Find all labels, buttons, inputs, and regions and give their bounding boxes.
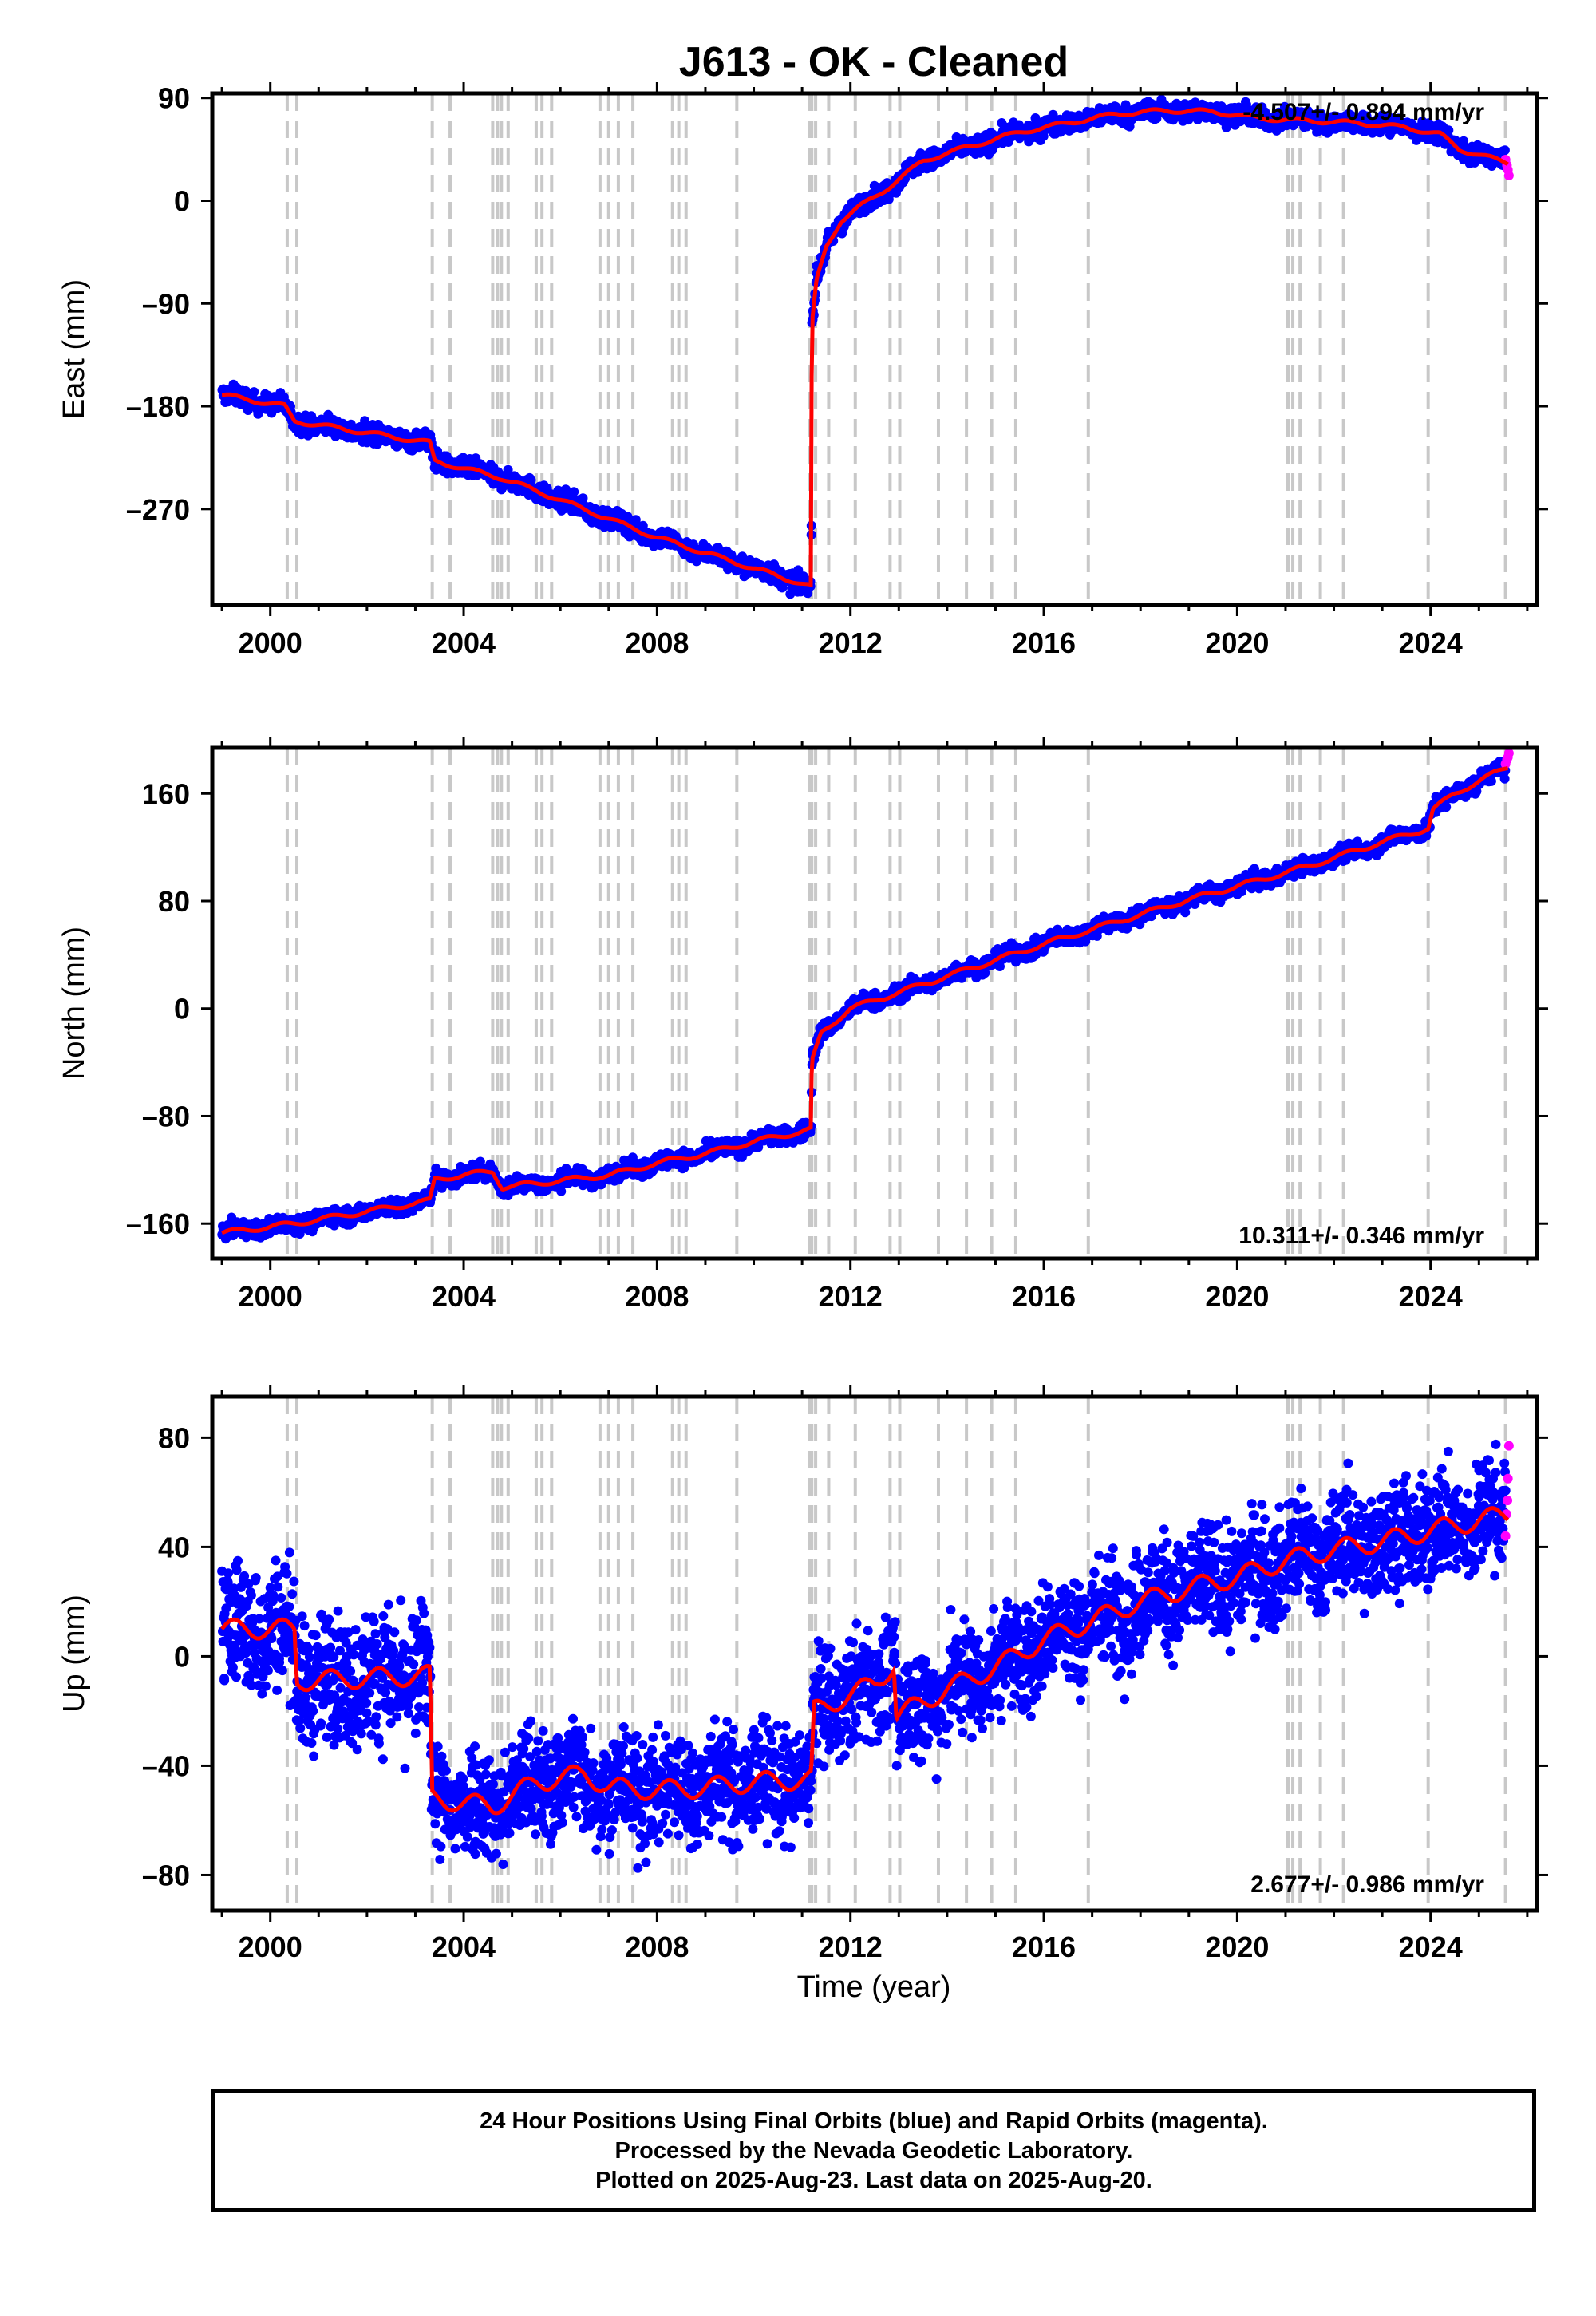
y-tick-label: 90 xyxy=(158,82,190,115)
model-line xyxy=(221,107,1509,587)
x-tick-label: 2016 xyxy=(1012,626,1076,659)
data-point xyxy=(1120,100,1131,110)
panel-east: 2000 2004 2008 2012 2016 2020 2024 90 0 –90 –180 –2… xyxy=(57,82,1548,659)
y-axis: 90 0 –90 –180 –270 xyxy=(126,82,1548,526)
rapid-point xyxy=(1503,171,1514,181)
data-point xyxy=(526,475,536,485)
y-tick-label: –180 xyxy=(126,390,190,423)
data-point xyxy=(1459,136,1469,146)
x-tick-label: 2020 xyxy=(1205,626,1269,659)
x-tick-label: 2000 xyxy=(239,626,302,659)
data-point xyxy=(569,487,579,497)
data-point xyxy=(1499,145,1510,156)
y-tick-label: –270 xyxy=(126,493,190,526)
y-axis-label: East (mm) xyxy=(57,279,91,419)
x-tick-label: 2024 xyxy=(1399,626,1463,659)
event-lines xyxy=(285,93,1507,605)
final-orbit-points xyxy=(217,94,1511,599)
y-tick-label: 0 xyxy=(174,184,190,217)
x-tick-label: 2012 xyxy=(819,626,883,659)
data-point xyxy=(1237,887,1247,897)
rate-label: -4.507+/- 0.894 mm/yr xyxy=(1242,99,1484,125)
event-lines xyxy=(285,748,1507,1259)
data-point xyxy=(630,515,641,525)
plot-frame xyxy=(210,91,1539,607)
chart-title: J613 - OK - Cleaned xyxy=(679,39,1069,85)
data-point xyxy=(556,1186,567,1196)
data-point xyxy=(578,493,588,504)
x-tick-label: 2008 xyxy=(625,626,689,659)
data-point xyxy=(1180,907,1191,918)
data-point xyxy=(561,1164,571,1174)
x-tick-label: 2004 xyxy=(432,626,496,659)
y-tick-label: –90 xyxy=(142,287,190,320)
data-point xyxy=(249,387,259,397)
panel-north: 2000 2004 2008 2012 2016 2020 2024160800–80–16… xyxy=(57,737,1548,1313)
data-point xyxy=(475,1156,485,1167)
data-point xyxy=(1444,125,1454,136)
x-axis: 2000 2004 2008 2012 2016 2020 2024 xyxy=(220,82,1529,659)
data-point xyxy=(1316,109,1326,119)
data-point xyxy=(503,464,513,475)
